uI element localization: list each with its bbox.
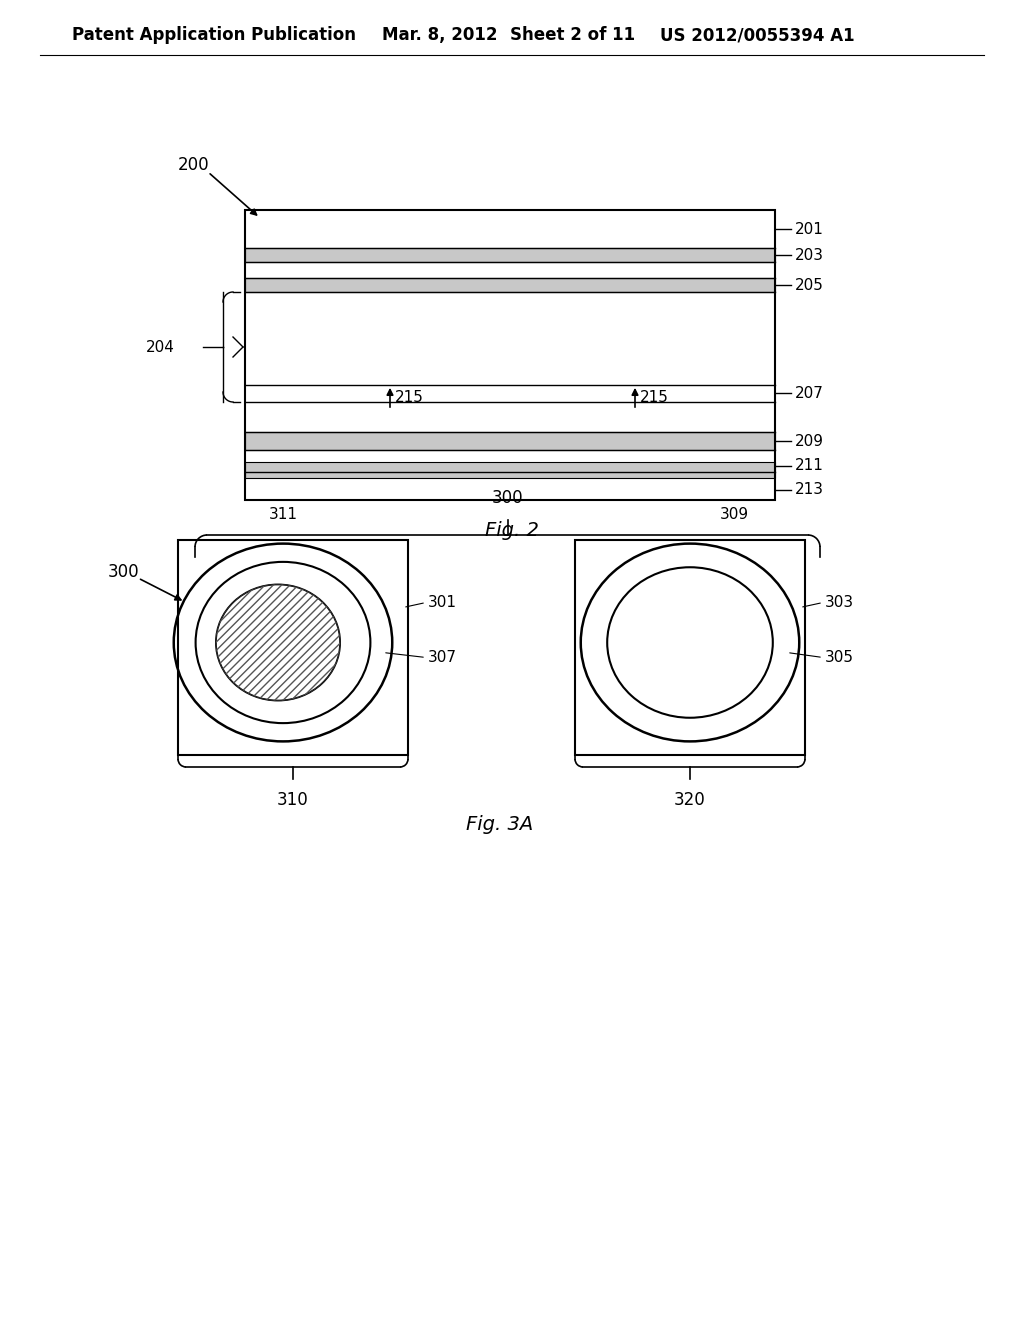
Text: 215: 215 (640, 389, 669, 405)
Text: 320: 320 (674, 791, 706, 809)
Text: 300: 300 (492, 488, 523, 507)
Polygon shape (245, 248, 775, 261)
Text: Sheet 2 of 11: Sheet 2 of 11 (510, 26, 635, 44)
Text: 310: 310 (278, 791, 309, 809)
Text: 307: 307 (428, 649, 457, 665)
Text: 200: 200 (178, 156, 210, 174)
Text: 203: 203 (795, 248, 824, 263)
Text: Patent Application Publication: Patent Application Publication (72, 26, 356, 44)
Text: Fig. 2: Fig. 2 (485, 520, 539, 540)
Text: 204: 204 (146, 339, 175, 355)
Text: 300: 300 (108, 564, 139, 581)
Text: Mar. 8, 2012: Mar. 8, 2012 (382, 26, 498, 44)
Text: 309: 309 (720, 507, 750, 521)
Text: Fig. 3A: Fig. 3A (466, 816, 534, 834)
Text: 305: 305 (825, 649, 854, 665)
Text: 207: 207 (795, 385, 824, 400)
Polygon shape (245, 279, 775, 292)
Polygon shape (245, 462, 775, 478)
Text: 209: 209 (795, 433, 824, 449)
Text: 213: 213 (795, 483, 824, 498)
Ellipse shape (607, 568, 773, 718)
Text: 201: 201 (795, 222, 824, 236)
Text: 303: 303 (825, 595, 854, 610)
Text: 301: 301 (428, 595, 457, 610)
Text: 211: 211 (795, 458, 824, 474)
Ellipse shape (196, 562, 371, 723)
Text: 205: 205 (795, 277, 824, 293)
Text: US 2012/0055394 A1: US 2012/0055394 A1 (660, 26, 855, 44)
Polygon shape (245, 432, 775, 450)
Text: 215: 215 (395, 389, 424, 405)
Text: 311: 311 (268, 507, 298, 521)
Ellipse shape (216, 585, 340, 701)
